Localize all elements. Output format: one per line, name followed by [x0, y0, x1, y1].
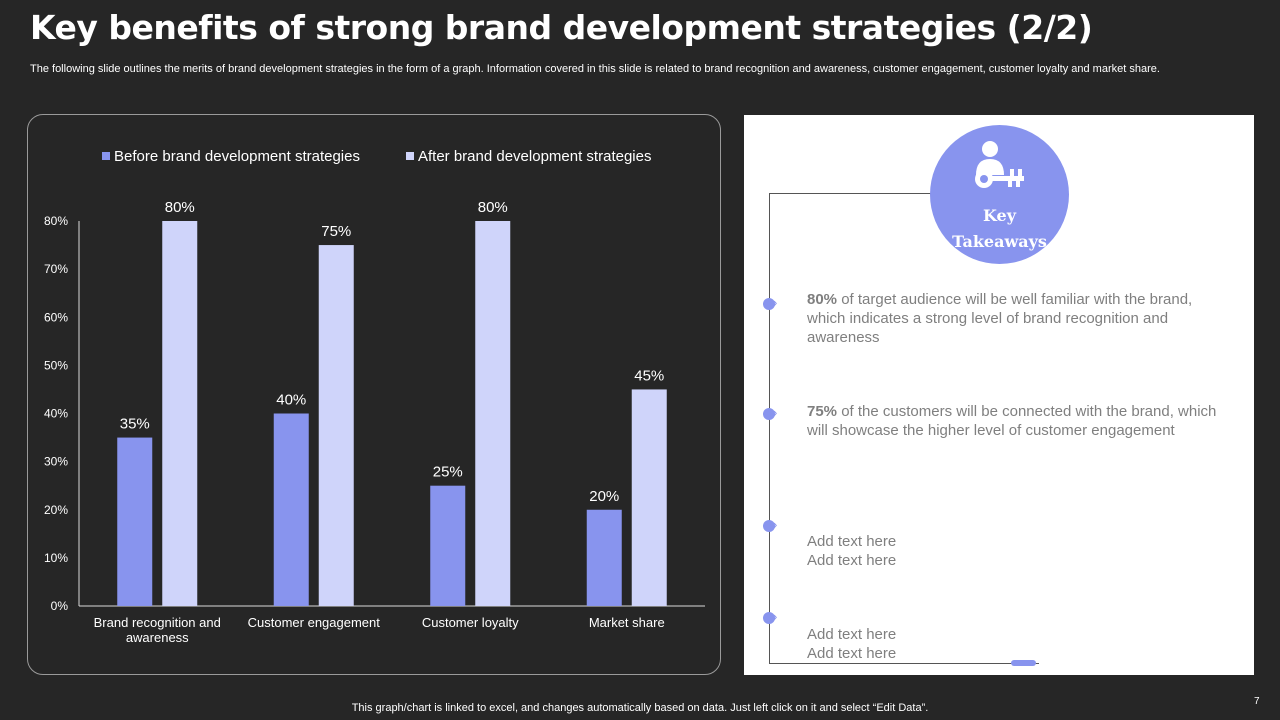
x-tick-label: awareness	[126, 630, 189, 645]
x-tick-label: Customer engagement	[248, 615, 381, 630]
x-tick-label: Customer loyalty	[422, 615, 519, 630]
bar	[117, 437, 153, 606]
slide-title: Key benefits of strong brand development…	[30, 8, 1093, 47]
takeaway-text: Add text here Add text here	[807, 533, 897, 569]
data-label: 80%	[165, 199, 195, 216]
y-tick-label: 20%	[44, 503, 68, 517]
timeline-cap	[1011, 660, 1036, 666]
badge-line-2: Takeaways	[952, 232, 1047, 251]
takeaway-text: of target audience will be well familiar…	[807, 291, 1193, 346]
timeline-bullet-icon: ›	[763, 295, 777, 311]
data-label: 45%	[634, 367, 664, 384]
takeaway-item-2: 75% of the customers will be connected w…	[807, 402, 1227, 440]
y-tick-label: 50%	[44, 358, 68, 372]
bar-chart[interactable]: 0% 10% 20% 30% 40% 50% 60% 70% 80% 35% 80% Brand re…	[28, 115, 722, 676]
y-tick-label: 70%	[44, 262, 68, 276]
y-tick-label: 80%	[44, 214, 68, 228]
bar	[430, 485, 466, 606]
data-label: 75%	[321, 223, 351, 240]
legend-swatch	[102, 152, 110, 160]
timeline-line	[769, 193, 770, 663]
legend-label: After brand development strategies	[418, 148, 651, 165]
x-tick-label: Market share	[589, 615, 665, 630]
bar	[586, 509, 622, 606]
chart-panel: 0% 10% 20% 30% 40% 50% 60% 70% 80% 35% 80% Brand re…	[27, 114, 721, 675]
page-number: 7	[1254, 696, 1260, 707]
data-label: 20%	[589, 488, 619, 505]
takeaways-panel: Key Takeaways › 80% of target audience w…	[744, 115, 1254, 675]
data-label: 40%	[276, 392, 306, 409]
y-tick-label: 60%	[44, 310, 68, 324]
timeline-bullet-icon: ›	[763, 609, 777, 625]
takeaway-highlight: 80%	[807, 291, 838, 308]
takeaway-text: Add text here Add text here	[807, 626, 897, 662]
takeaway-item-4: Add text here Add text here	[807, 606, 1227, 663]
takeaway-text: of the customers will be connected with …	[807, 403, 1217, 439]
user-key-icon	[975, 141, 1024, 188]
data-label: 35%	[120, 416, 150, 433]
bar	[631, 389, 667, 606]
badge-label: Key Takeaways	[930, 203, 1069, 255]
takeaway-item-3: Add text here Add text here	[807, 513, 1227, 570]
legend-swatch	[406, 152, 414, 160]
y-tick-label: 10%	[44, 551, 68, 565]
bar	[318, 245, 354, 606]
y-tick-label: 30%	[44, 455, 68, 469]
bar	[273, 413, 309, 606]
takeaway-item-1: 80% of target audience will be well fami…	[807, 290, 1227, 347]
y-tick-label: 40%	[44, 407, 68, 421]
bar	[475, 221, 511, 606]
legend-label: Before brand development strategies	[114, 148, 360, 165]
data-label: 80%	[478, 199, 508, 216]
timeline-base	[769, 663, 1039, 664]
footer-note: This graph/chart is linked to excel, and…	[351, 702, 929, 714]
data-label: 25%	[433, 464, 463, 481]
badge-line-1: Key	[982, 206, 1017, 225]
slide-subtitle: The following slide outlines the merits …	[30, 63, 1160, 75]
takeaway-highlight: 75%	[807, 403, 838, 420]
key-takeaways-badge: Key Takeaways	[930, 125, 1069, 264]
timeline-connector	[769, 193, 939, 194]
bar	[162, 221, 198, 606]
x-tick-label: Brand recognition and	[94, 615, 221, 630]
y-tick-label: 0%	[51, 599, 69, 613]
timeline-bullet-icon: ›	[763, 517, 777, 533]
timeline-bullet-icon: ›	[763, 405, 777, 421]
